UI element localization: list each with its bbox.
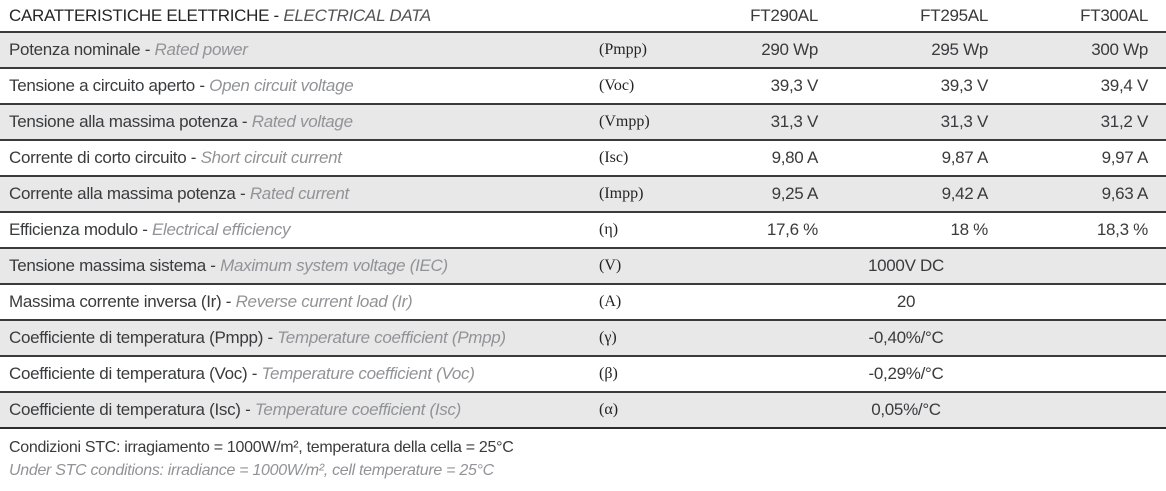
row-label-it: Corrente alla massima potenza - xyxy=(9,184,246,203)
row-symbol: (A) xyxy=(599,293,622,310)
table-footnotes: Condizioni STC: irragiamento = 1000W/m²,… xyxy=(0,427,1166,482)
row-label-it: Potenza nominale - xyxy=(9,40,151,59)
row-label-en: Rated power xyxy=(154,40,248,59)
row-label-it: Coefficiente di temperatura (Isc) - xyxy=(9,400,251,419)
table-row-temp-coefficient-voc: Coefficiente di temperatura (Voc) - Temp… xyxy=(0,355,1166,391)
row-label-it: Tensione massima sistema - xyxy=(9,256,216,275)
table-row-temp-coefficient-pmpp: Coefficiente di temperatura (Pmpp) - Tem… xyxy=(0,319,1166,355)
row-symbol: (Voc) xyxy=(599,77,635,94)
table-title-it: CARATTERISTICHE ELETTRICHE - xyxy=(9,5,279,25)
row-label-en: Maximum system voltage (IEC) xyxy=(220,256,448,275)
row-label-it: Massima corrente inversa (Ir) - xyxy=(9,292,232,311)
row-label: Corrente di corto circuito - Short circu… xyxy=(0,148,590,168)
row-symbol: (α) xyxy=(599,401,619,418)
column-header-ft290al: FT290AL xyxy=(750,5,818,25)
row-label-en: Rated voltage xyxy=(251,112,353,131)
table-title-en: ELECTRICAL DATA xyxy=(283,5,431,25)
row-symbol: (β) xyxy=(599,365,618,382)
row-label-it: Tensione a circuito aperto - xyxy=(9,76,205,95)
value-ft295al: 18 % xyxy=(950,220,988,239)
value-ft300al: 18,3 % xyxy=(1096,220,1148,239)
value-ft290al: 17,6 % xyxy=(766,220,818,239)
row-symbol: (Pmpp) xyxy=(599,41,647,58)
row-label-it: Efficienza modulo - xyxy=(9,220,148,239)
value-all-models: -0,40%/°C xyxy=(868,328,944,347)
row-symbol: (Isc) xyxy=(599,149,629,166)
value-ft290al: 290 Wp xyxy=(761,40,818,59)
table-row-rated-voltage: Tensione alla massima potenza - Rated vo… xyxy=(0,103,1166,139)
value-ft300al: 31,2 V xyxy=(1100,112,1149,131)
row-label: Efficienza modulo - Electrical efficienc… xyxy=(0,220,590,240)
row-label-en: Open circuit voltage xyxy=(209,76,354,95)
value-ft290al: 39,3 V xyxy=(770,76,819,95)
row-label-en: Temperature coefficient (Isc) xyxy=(254,400,461,419)
value-ft300al: 300 Wp xyxy=(1091,40,1148,59)
row-label-en: Temperature coefficient (Voc) xyxy=(261,364,475,383)
table-title: CARATTERISTICHE ELETTRICHE - ELECTRICAL … xyxy=(0,6,690,26)
table-row-open-circuit-voltage: Tensione a circuito aperto - Open circui… xyxy=(0,67,1166,103)
row-label: Corrente alla massima potenza - Rated cu… xyxy=(0,184,590,204)
column-header-ft295al: FT295AL xyxy=(920,5,988,25)
footnote-stc-conditions-it: Condizioni STC: irragiamento = 1000W/m²,… xyxy=(9,439,514,456)
row-symbol: (V) xyxy=(599,257,622,274)
table-header-row: CARATTERISTICHE ELETTRICHE - ELECTRICAL … xyxy=(0,0,1166,31)
row-label-en: Electrical efficiency xyxy=(152,220,291,239)
row-label-en: Short circuit current xyxy=(200,148,342,167)
row-label-it: Coefficiente di temperatura (Voc) - xyxy=(9,364,258,383)
row-label: Coefficiente di temperatura (Voc) - Temp… xyxy=(0,364,590,384)
column-header-ft300al: FT300AL xyxy=(1080,5,1148,25)
row-label-it: Tensione alla massima potenza - xyxy=(9,112,248,131)
row-label-it: Corrente di corto circuito - xyxy=(9,148,197,167)
row-label: Tensione a circuito aperto - Open circui… xyxy=(0,76,590,96)
value-ft300al: 9,97 A xyxy=(1101,148,1149,167)
value-ft295al: 9,42 A xyxy=(941,184,989,203)
value-all-models: 0,05%/°C xyxy=(871,400,941,419)
table-row-short-circuit-current: Corrente di corto circuito - Short circu… xyxy=(0,139,1166,175)
table-row-rated-current: Corrente alla massima potenza - Rated cu… xyxy=(0,175,1166,211)
row-symbol: (Impp) xyxy=(599,185,644,202)
footnote-stc-conditions-en: Under STC conditions: irradiance = 1000W… xyxy=(9,462,494,479)
row-label: Coefficiente di temperatura (Isc) - Temp… xyxy=(0,400,590,420)
table-row-max-system-voltage: Tensione massima sistema - Maximum syste… xyxy=(0,247,1166,283)
value-ft290al: 31,3 V xyxy=(770,112,819,131)
value-ft290al: 9,25 A xyxy=(771,184,819,203)
value-ft300al: 39,4 V xyxy=(1100,76,1149,95)
value-all-models: -0,29%/°C xyxy=(868,364,944,383)
row-symbol: (γ) xyxy=(599,329,617,346)
row-label: Coefficiente di temperatura (Pmpp) - Tem… xyxy=(0,328,590,348)
value-ft295al: 295 Wp xyxy=(931,40,988,59)
table-row-rated-power: Potenza nominale - Rated power (Pmpp) 29… xyxy=(0,31,1166,67)
row-label: Tensione massima sistema - Maximum syste… xyxy=(0,256,590,276)
row-label-en: Reverse current load (Ir) xyxy=(235,292,413,311)
value-all-models: 1000V DC xyxy=(867,256,945,275)
table-row-electrical-efficiency: Efficienza modulo - Electrical efficienc… xyxy=(0,211,1166,247)
row-label: Massima corrente inversa (Ir) - Reverse … xyxy=(0,292,590,312)
row-label: Tensione alla massima potenza - Rated vo… xyxy=(0,112,590,132)
value-all-models: 20 xyxy=(896,292,916,311)
table-row-temp-coefficient-isc: Coefficiente di temperatura (Isc) - Temp… xyxy=(0,391,1166,427)
value-ft295al: 31,3 V xyxy=(940,112,989,131)
row-symbol: (Vmpp) xyxy=(599,113,650,130)
table-row-reverse-current-load: Massima corrente inversa (Ir) - Reverse … xyxy=(0,283,1166,319)
value-ft295al: 39,3 V xyxy=(940,76,989,95)
value-ft300al: 9,63 A xyxy=(1101,184,1149,203)
row-label-en: Temperature coefficient (Pmpp) xyxy=(277,328,506,347)
row-symbol: (η) xyxy=(599,221,619,238)
row-label-it: Coefficiente di temperatura (Pmpp) - xyxy=(9,328,273,347)
row-label: Potenza nominale - Rated power xyxy=(0,40,590,60)
value-ft295al: 9,87 A xyxy=(941,148,989,167)
value-ft290al: 9,80 A xyxy=(771,148,819,167)
row-label-en: Rated current xyxy=(249,184,349,203)
